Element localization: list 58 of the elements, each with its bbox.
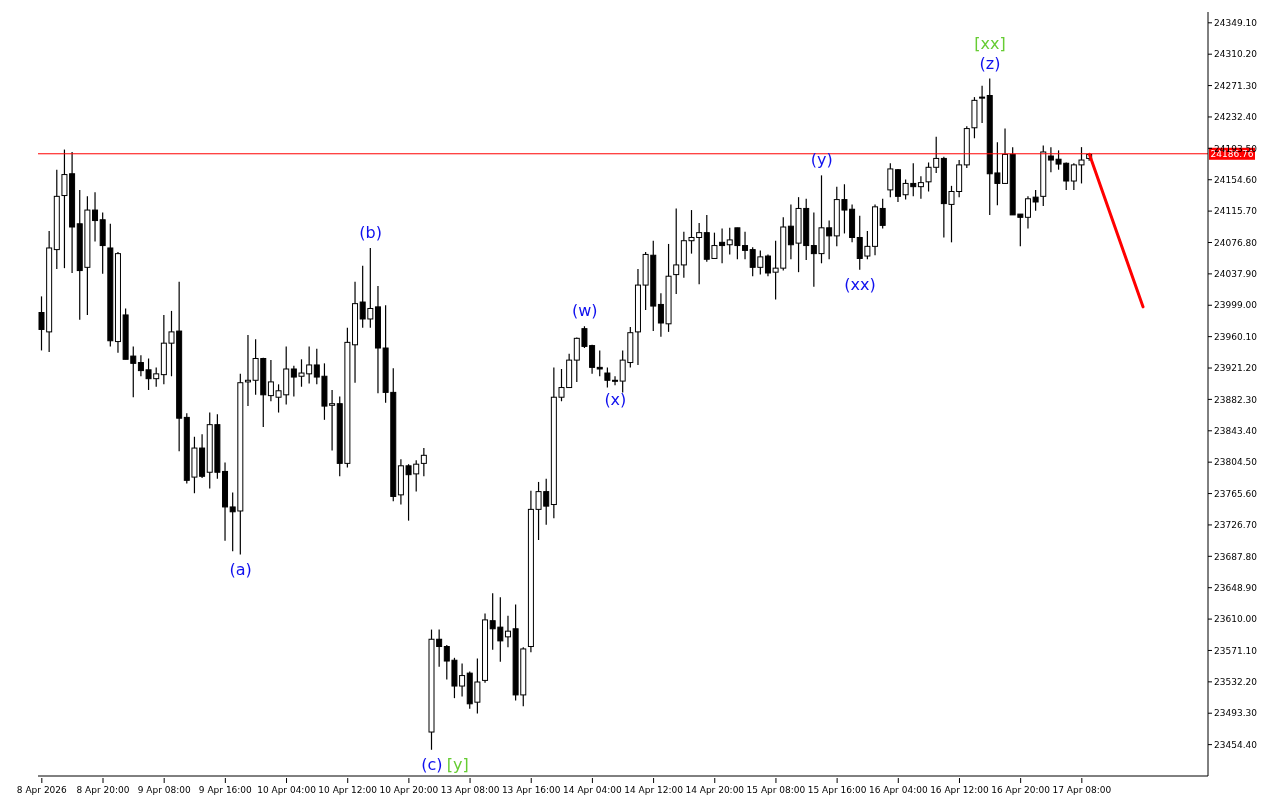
y-tick-label: 24271.30 <box>1214 80 1258 91</box>
annotation: (a) <box>229 559 252 579</box>
y-tick-label: 24115.70 <box>1214 206 1258 217</box>
y-tick-label: 23843.40 <box>1214 425 1258 436</box>
annotation: (x) <box>604 390 627 410</box>
candlestick <box>979 85 986 124</box>
annotation: (w) <box>571 301 598 321</box>
x-tick-label: 16 Apr 12:00 <box>930 785 990 795</box>
x-tick-label: 10 Apr 20:00 <box>379 785 439 795</box>
annotation: (xx) <box>844 274 876 294</box>
x-tick-label: 10 Apr 12:00 <box>318 785 378 795</box>
annotation: (c) <box>421 754 443 774</box>
y-tick-label: 24232.40 <box>1214 112 1258 123</box>
candlestick <box>420 447 427 477</box>
x-tick-label: 16 Apr 20:00 <box>991 785 1051 795</box>
y-tick-label: 23571.10 <box>1214 645 1258 656</box>
x-tick-label: 9 Apr 16:00 <box>198 785 253 795</box>
x-tick-label: 13 Apr 08:00 <box>440 785 500 795</box>
y-tick-label: 23804.50 <box>1214 457 1258 468</box>
y-tick-label: 24349.10 <box>1214 18 1258 29</box>
x-tick-label: 17 Apr 08:00 <box>1052 785 1112 795</box>
x-tick-label: 15 Apr 08:00 <box>746 785 806 795</box>
annotation: [y] <box>446 754 469 774</box>
annotation: (z) <box>979 53 1001 73</box>
x-tick-label: 13 Apr 16:00 <box>501 785 561 795</box>
y-tick-label: 23687.80 <box>1214 551 1258 562</box>
candlestick <box>917 175 924 200</box>
y-tick-label: 23726.70 <box>1214 520 1258 531</box>
annotation: [xx] <box>974 33 1006 53</box>
candlestick <box>879 198 886 230</box>
annotation: (y) <box>810 150 833 170</box>
y-tick-label: 23999.00 <box>1214 300 1258 311</box>
annotation: (b) <box>359 222 382 242</box>
candlestick <box>673 207 680 295</box>
candlestick <box>887 162 894 198</box>
x-tick-label: 8 Apr 20:00 <box>76 785 130 795</box>
x-tick-label: 9 Apr 08:00 <box>137 785 191 795</box>
y-tick-label: 24076.80 <box>1214 237 1258 248</box>
y-tick-label: 23493.30 <box>1214 708 1258 719</box>
x-tick-label: 15 Apr 16:00 <box>807 785 867 795</box>
y-tick-label: 24154.60 <box>1214 174 1258 185</box>
x-tick-label: 14 Apr 12:00 <box>624 785 684 795</box>
y-tick-label: 23454.40 <box>1214 739 1258 750</box>
y-tick-label: 23882.30 <box>1214 394 1258 405</box>
candlestick <box>596 349 603 377</box>
x-tick-label: 8 Apr 2026 <box>16 785 68 795</box>
y-tick-label: 23921.20 <box>1214 363 1258 374</box>
y-tick-label: 23960.10 <box>1214 331 1258 342</box>
y-tick-label: 23765.60 <box>1214 488 1258 499</box>
x-tick-label: 14 Apr 20:00 <box>685 785 745 795</box>
y-tick-label: 24037.90 <box>1214 269 1258 280</box>
y-tick-label: 24310.20 <box>1214 49 1258 60</box>
x-tick-label: 14 Apr 04:00 <box>563 785 623 795</box>
y-tick-label: 23532.20 <box>1214 677 1258 688</box>
x-tick-label: 16 Apr 04:00 <box>868 785 928 795</box>
y-tick-label: 23610.00 <box>1214 614 1258 625</box>
x-tick-label: 10 Apr 04:00 <box>257 785 317 795</box>
y-tick-label: 23648.90 <box>1214 582 1258 593</box>
